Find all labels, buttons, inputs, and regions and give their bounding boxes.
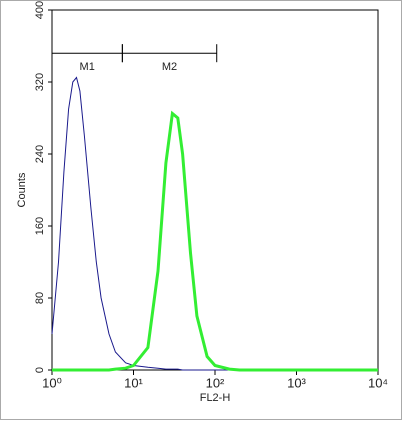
x-axis-label: FL2-H (200, 392, 231, 404)
histogram-line (51, 76, 378, 371)
marker-label: M1 (80, 61, 95, 73)
y-tick-label: 320 (34, 73, 46, 91)
x-tick-label: 10² (206, 375, 225, 390)
y-tick-label: 0 (34, 367, 46, 373)
histogram-line (52, 110, 378, 372)
marker-label: M2 (162, 61, 177, 73)
x-tick-label: 10⁴ (368, 375, 388, 390)
x-tick-label: 10¹ (124, 375, 143, 390)
x-tick-label: 10³ (287, 375, 306, 390)
y-tick-label: 400 (34, 1, 46, 19)
y-tick-label: 160 (34, 217, 46, 235)
y-tick-label: 240 (34, 145, 46, 163)
y-tick-label: 80 (34, 292, 46, 304)
y-axis-label: Counts (16, 172, 28, 207)
x-tick-label: 10⁰ (42, 375, 62, 390)
